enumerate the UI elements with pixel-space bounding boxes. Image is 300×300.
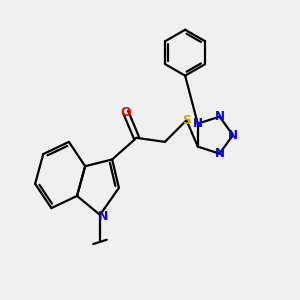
Text: S: S	[182, 114, 191, 127]
Text: N: N	[98, 210, 108, 223]
Text: N: N	[193, 117, 203, 130]
Text: N: N	[214, 147, 224, 160]
Text: N: N	[228, 129, 238, 142]
Text: O: O	[120, 106, 131, 119]
Text: N: N	[214, 110, 224, 123]
